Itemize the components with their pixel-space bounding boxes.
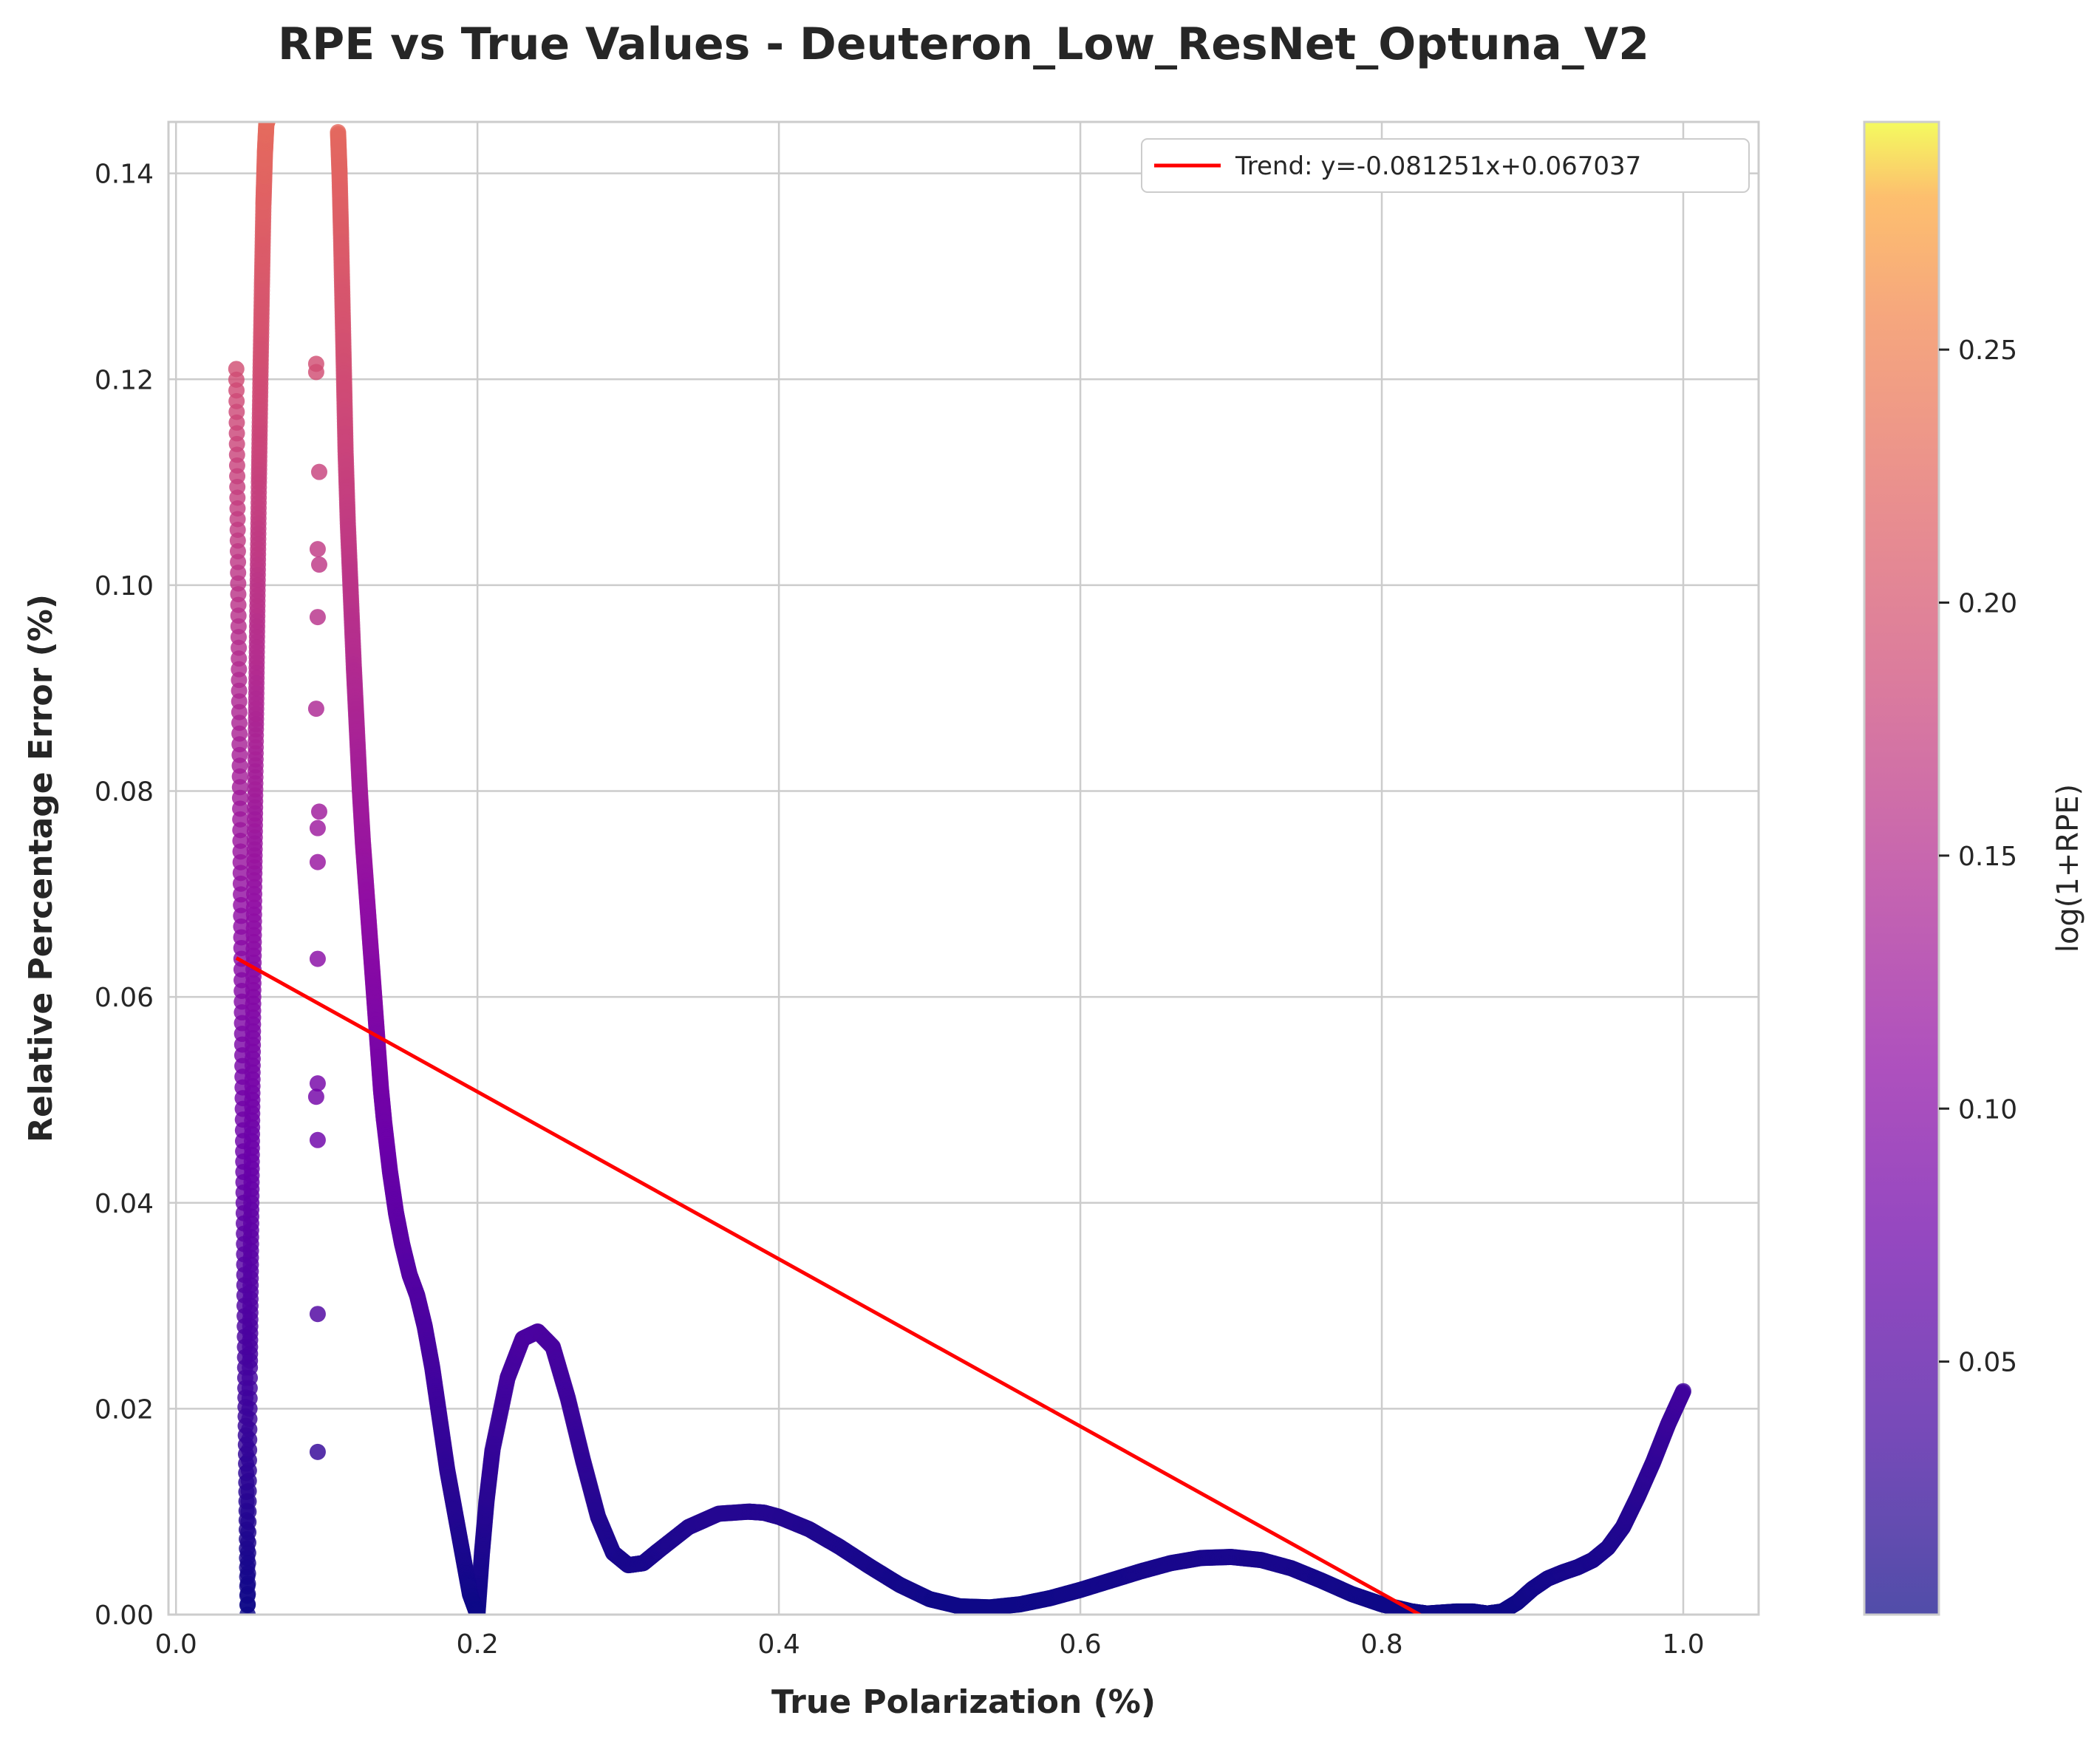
colorbar-tick-label: 0.25 [1958, 335, 2017, 366]
data-point [310, 803, 327, 820]
data-point [307, 1088, 324, 1105]
x-tick-label: 0.2 [457, 1629, 499, 1660]
legend-box [1141, 138, 1750, 193]
data-point [469, 1606, 486, 1615]
x-tick-label: 1.0 [1662, 1629, 1704, 1660]
colorbar-tick-label: 0.10 [1958, 1094, 2017, 1125]
data-point [309, 541, 326, 558]
data-point [310, 463, 327, 480]
chart-title: RPE vs True Values - Deuteron_Low_ResNet… [278, 18, 1649, 70]
grid-lines [168, 122, 1759, 1616]
plot-frame [167, 120, 1760, 1616]
y-tick-label: 0.02 [95, 1394, 154, 1425]
data-point [309, 1075, 326, 1092]
x-tick-label: 0.0 [155, 1629, 197, 1660]
colorbar: 0.05 0.10 0.15 0.20 0.25 log(1+RPE) [1863, 120, 2085, 1616]
data-point [309, 1131, 326, 1148]
x-axis-ticks: 0.0 0.2 0.4 0.6 0.8 1.0 [155, 1629, 1705, 1660]
colorbar-tick-label: 0.15 [1958, 842, 2017, 872]
trend-layer [235, 956, 1424, 1615]
x-tick-label: 0.6 [1059, 1629, 1101, 1660]
x-axis-label: True Polarization (%) [771, 1683, 1156, 1721]
colorbar-frame [1863, 120, 1940, 1616]
y-tick-label: 0.14 [95, 160, 154, 190]
y-tick-label: 0.12 [95, 365, 154, 395]
colorbar-label: log(1+RPE) [2051, 784, 2085, 953]
legend: Trend: y=-0.081251x+0.067037 [1141, 138, 1750, 193]
data-layer [228, 122, 1692, 1615]
trend-line [235, 956, 1424, 1615]
data-point [310, 556, 327, 573]
y-tick-label: 0.10 [95, 571, 154, 602]
data-point [309, 609, 326, 626]
y-tick-label: 0.06 [95, 983, 154, 1013]
y-tick-label: 0.08 [95, 777, 154, 808]
colorbar-ticks: 0.05 0.10 0.15 0.20 0.25 [1939, 335, 2017, 1378]
colorbar-tick-label: 0.20 [1958, 589, 2017, 619]
data-point [259, 122, 276, 130]
y-axis-ticks: 0.00 0.02 0.04 0.06 0.08 0.10 0.12 0.14 [95, 160, 154, 1631]
x-tick-label: 0.8 [1360, 1629, 1402, 1660]
data-point [309, 950, 326, 967]
data-point [1675, 1383, 1692, 1400]
data-point [309, 1306, 326, 1323]
y-tick-label: 0.04 [95, 1189, 154, 1219]
data-point [307, 701, 324, 718]
colorbar-gradient [1864, 122, 1939, 1615]
y-axis-label: Relative Percentage Error (%) [22, 594, 60, 1142]
data-point [307, 364, 324, 381]
legend-trend-label: Trend: y=-0.081251x+0.067037 [1235, 151, 1641, 181]
y-tick-label: 0.00 [95, 1601, 154, 1631]
colorbar-tick-label: 0.05 [1958, 1348, 2017, 1378]
x-tick-label: 0.4 [757, 1629, 800, 1660]
data-point [309, 853, 326, 870]
data-point [309, 1443, 326, 1460]
data-point [309, 819, 326, 836]
